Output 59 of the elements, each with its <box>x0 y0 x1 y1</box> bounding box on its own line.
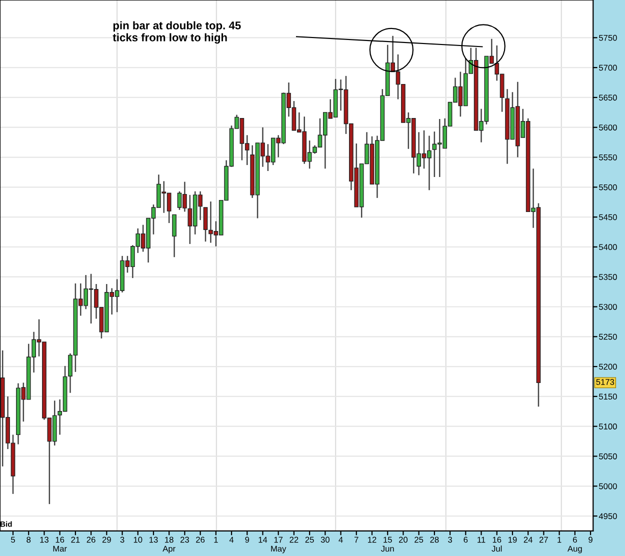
x-tick-label: 26 <box>196 536 205 543</box>
x-tick-label: 13 <box>40 536 48 543</box>
annotation: pin bar at double top. 45 ticks from low to high <box>112 21 241 44</box>
y-tick-label: 5200 <box>599 364 617 370</box>
x-tick-label: 28 <box>430 536 439 543</box>
x-tick-label: 24 <box>524 536 532 543</box>
candlestick <box>203 206 208 242</box>
y-tick-label: 5150 <box>599 394 617 400</box>
x-tick-label: 16 Mar <box>53 536 67 552</box>
x-tick-label: 7 <box>354 536 358 543</box>
x-tick-label: 5 <box>11 536 15 543</box>
y-tick-label: 5300 <box>599 304 617 310</box>
x-tick-label: 6 Aug <box>568 536 582 554</box>
x-tick-label: 8 <box>26 536 31 543</box>
y-tick-label: 5750 <box>599 34 617 41</box>
x-tick-label: 19 <box>508 536 517 543</box>
y-tick-label: 5700 <box>599 64 617 71</box>
y-tick-label: 5000 <box>599 483 617 490</box>
y-tick-label: 5250 <box>599 334 617 340</box>
x-tick-label: 1 <box>214 536 218 543</box>
y-tick-label: 5500 <box>599 184 617 190</box>
x-tick-label: 14 <box>258 536 268 543</box>
x-tick-label: 13 <box>149 536 158 543</box>
x-tick-label: 26 <box>86 536 96 543</box>
y-tick-label: 5100 <box>599 424 617 430</box>
x-tick-label: 25 <box>414 536 424 543</box>
x-tick-label: 15 Jun <box>381 536 394 552</box>
x-tick-label: 6 <box>464 536 468 543</box>
x-tick-label: 25 <box>305 536 314 543</box>
x-tick-label: 3 <box>120 536 124 543</box>
x-tick-label: 30 <box>320 536 330 543</box>
x-tick-label: 21 <box>71 536 80 543</box>
x-tick-label: 22 <box>290 536 298 543</box>
x-tick-label: 12 <box>368 536 376 543</box>
y-tick-label: 5600 <box>599 124 617 130</box>
annotation: 5173 <box>596 379 614 385</box>
y-tick-label: 5450 <box>599 214 617 220</box>
x-tick-label: 1 <box>558 536 562 543</box>
candlestick <box>172 214 176 258</box>
x-tick-label: 20 <box>399 536 408 543</box>
x-tick-label: 18 Apr <box>162 536 176 554</box>
x-tick-label: 17 May <box>271 536 286 554</box>
y-tick-label: 5350 <box>599 274 617 280</box>
x-tick-label: 4 <box>338 536 343 543</box>
x-tick-label: 4 <box>229 536 234 543</box>
x-tick-label: 3 <box>448 536 452 543</box>
x-tick-label: 10 <box>134 536 142 543</box>
x-tick-label: 9 <box>245 536 250 543</box>
y-tick-label: 5050 <box>599 453 617 460</box>
y-tick-label: 5650 <box>599 94 617 101</box>
x-tick-label: 16 Jul <box>492 536 502 552</box>
x-tick-label: 9 <box>588 536 592 543</box>
x-tick-label: 23 <box>180 536 189 543</box>
x-tick-label: 27 <box>539 536 548 543</box>
y-tick-label: 5550 <box>599 154 617 160</box>
y-tick-label: 5400 <box>599 244 617 250</box>
x-tick-label: 11 <box>478 536 486 543</box>
x-tick-label: 29 <box>102 536 111 543</box>
y-tick-label: 4950 <box>598 513 617 520</box>
